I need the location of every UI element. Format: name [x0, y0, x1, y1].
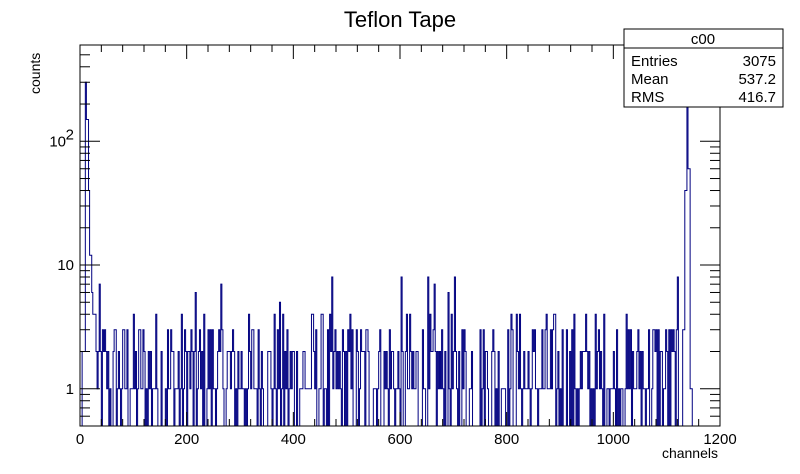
x-tick-label: 1000: [597, 431, 630, 448]
y-tick-exponent: 2: [66, 126, 74, 143]
x-tick-label: 0: [76, 431, 84, 448]
stats-mean-label: Mean: [631, 71, 669, 88]
x-tick-label: 800: [494, 431, 519, 448]
x-tick-label: 400: [281, 431, 306, 448]
stats-rms-value: 416.7: [738, 89, 776, 106]
x-tick-label: 600: [387, 431, 412, 448]
x-tick-label: 200: [174, 431, 199, 448]
stats-mean-value: 537.2: [738, 71, 776, 88]
stats-rms-label: RMS: [631, 89, 664, 106]
plot-area: [80, 81, 720, 426]
stats-box-name: c00: [691, 31, 715, 48]
stats-entries-label: Entries: [631, 53, 678, 70]
stats-box: c00 Entries 3075 Mean 537.2 RMS 416.7: [623, 28, 784, 108]
x-axis-label: channels: [662, 445, 718, 461]
y-tick-label: 10: [49, 133, 66, 150]
y-tick-label: 10: [57, 257, 74, 274]
stats-entries-value: 3075: [743, 53, 776, 70]
x-tick-label: 1200: [703, 431, 736, 448]
histogram-series: [80, 81, 720, 426]
y-tick-label: 1: [66, 381, 74, 398]
y-axis-label: counts: [27, 53, 43, 94]
chart-title: Teflon Tape: [344, 7, 456, 32]
stats-box-frame: [623, 28, 784, 108]
